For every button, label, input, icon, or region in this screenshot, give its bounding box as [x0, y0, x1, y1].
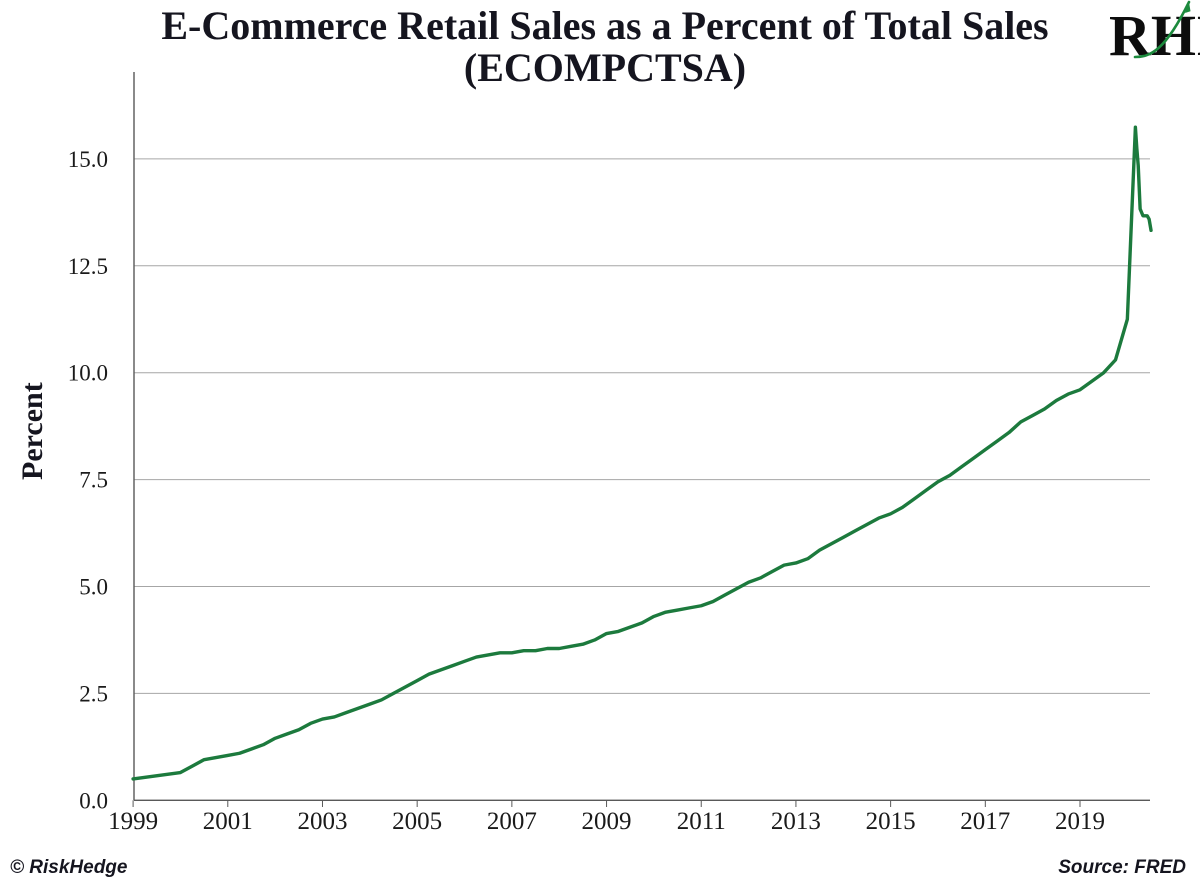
svg-text:1999: 1999 — [108, 808, 158, 835]
svg-text:2.5: 2.5 — [79, 681, 108, 706]
svg-text:12.5: 12.5 — [68, 254, 108, 279]
svg-text:2005: 2005 — [392, 808, 442, 835]
svg-text:2011: 2011 — [677, 808, 726, 835]
svg-text:2015: 2015 — [866, 808, 916, 835]
svg-text:0.0: 0.0 — [79, 788, 108, 813]
svg-text:2001: 2001 — [203, 808, 253, 835]
svg-text:2003: 2003 — [297, 808, 347, 835]
svg-text:2017: 2017 — [960, 808, 1010, 835]
svg-text:2007: 2007 — [487, 808, 537, 835]
svg-text:7.5: 7.5 — [79, 468, 108, 493]
svg-text:15.0: 15.0 — [68, 147, 108, 172]
svg-text:2013: 2013 — [771, 808, 821, 835]
svg-text:2019: 2019 — [1055, 808, 1105, 835]
svg-text:10.0: 10.0 — [68, 361, 108, 386]
svg-text:5.0: 5.0 — [79, 575, 108, 600]
svg-text:2009: 2009 — [582, 808, 632, 835]
